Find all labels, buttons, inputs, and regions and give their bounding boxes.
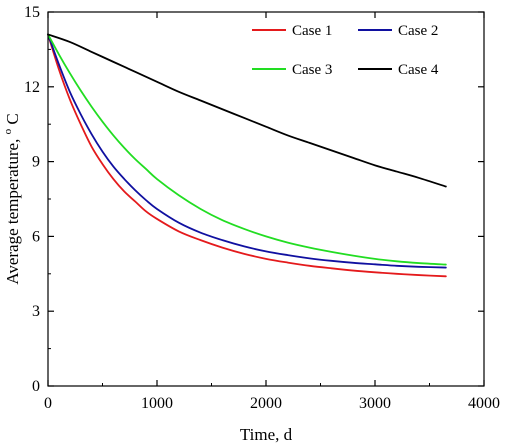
y-tick-label: 6 <box>32 228 40 245</box>
series-layer <box>47 33 447 278</box>
y-axis-title-superscript: o <box>2 128 14 134</box>
x-tick-label: 2000 <box>250 395 282 412</box>
y-axis-title-main: Average temperature, <box>3 134 22 284</box>
x-axis-title: Time, d <box>240 425 293 444</box>
x-tick-label: 1000 <box>141 395 173 412</box>
legend-label-case-3: Case 3 <box>292 62 332 78</box>
y-tick-label: 9 <box>32 154 40 171</box>
legend: Case 1 Case 2 Case 3 Case 4 <box>252 23 439 78</box>
legend-label-case-4: Case 4 <box>398 62 439 78</box>
y-tick-label: 3 <box>32 303 40 320</box>
y-tick-label: 12 <box>24 79 40 96</box>
y-axis-title: Average temperature, o C <box>0 113 22 284</box>
series-line-case-3 <box>47 33 447 266</box>
x-tick-label: 3000 <box>359 395 391 412</box>
y-axis-title-unit: C <box>3 113 22 124</box>
y-tick-label: 15 <box>24 4 40 21</box>
legend-label-case-1: Case 1 <box>292 23 332 39</box>
axis-ticks <box>47 11 485 387</box>
x-tick-label: 4000 <box>468 395 500 412</box>
series-line-case-4 <box>47 33 447 188</box>
y-tick-label: 0 <box>32 378 40 395</box>
series-line-case-2 <box>47 33 447 269</box>
tick-labels: 0 1000 2000 3000 4000 0 3 6 9 12 15 <box>24 4 500 412</box>
legend-label-case-2: Case 2 <box>398 23 438 39</box>
series-line-case-1 <box>47 33 447 278</box>
x-tick-label: 0 <box>44 395 52 412</box>
